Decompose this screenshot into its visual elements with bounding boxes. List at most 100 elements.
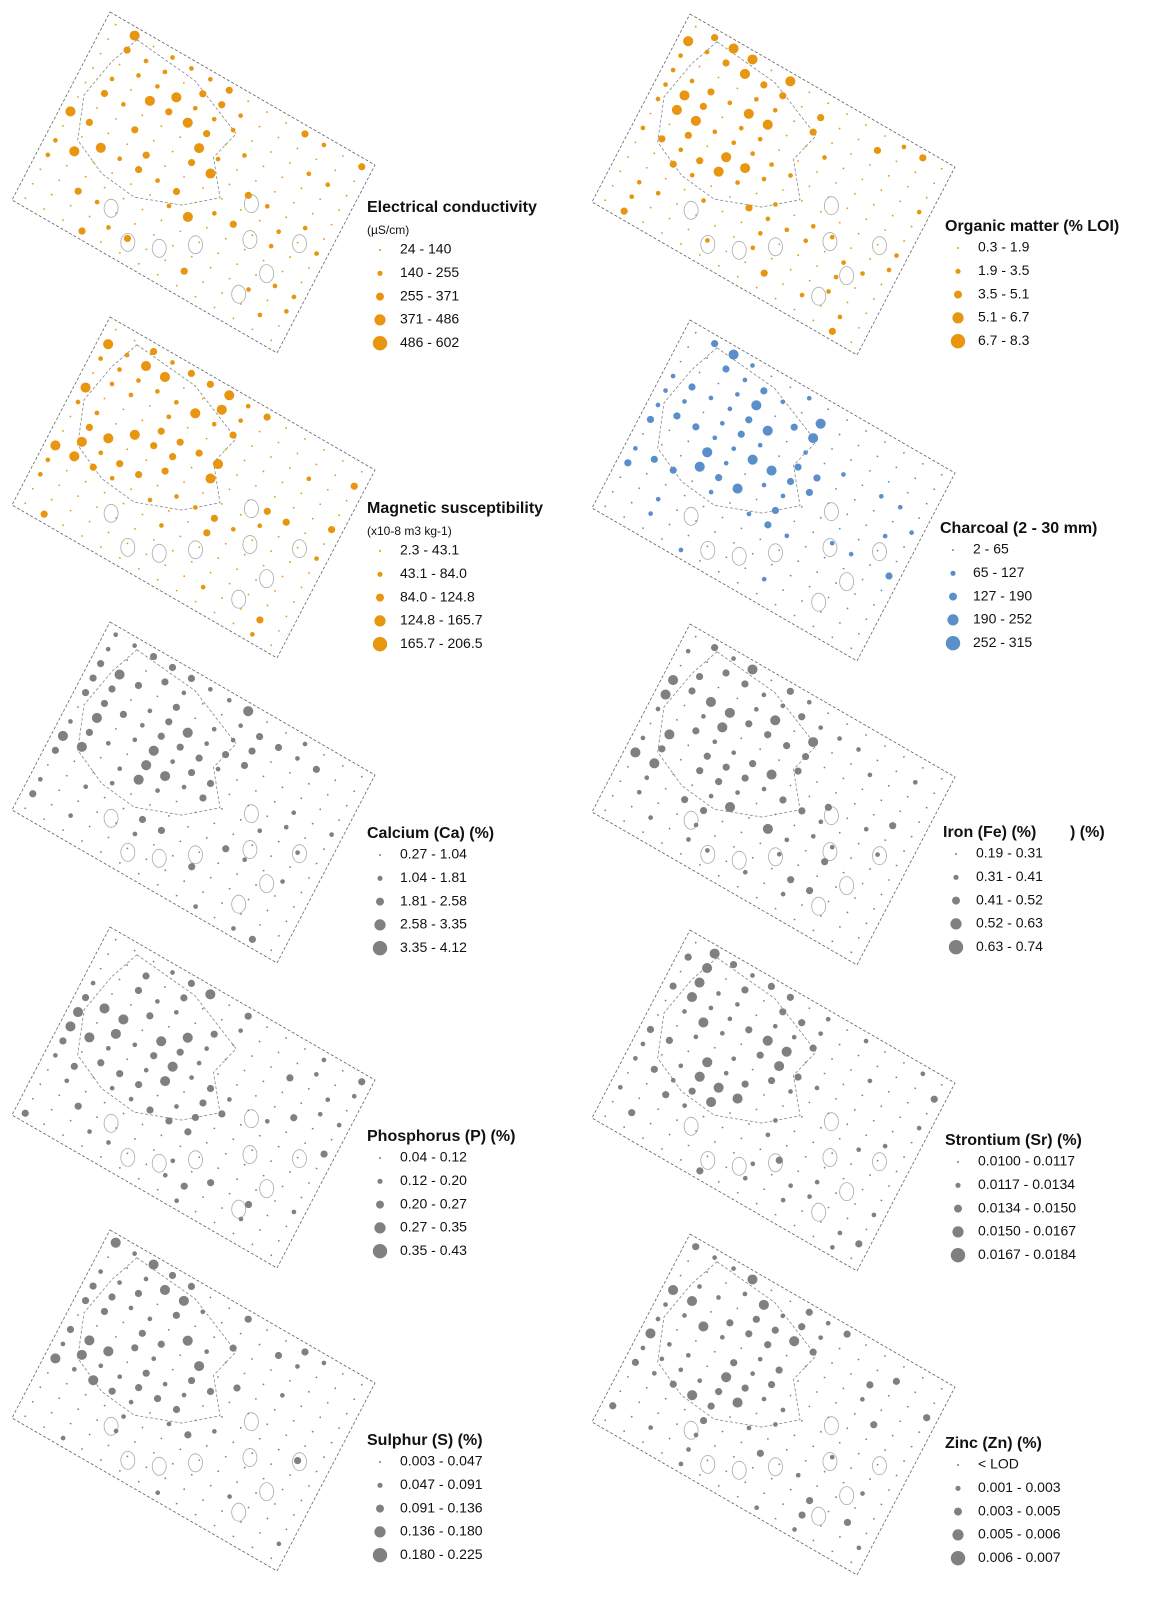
sample-dot (655, 190, 661, 196)
sample-dot (761, 786, 767, 792)
sample-dot (100, 851, 102, 853)
sample-dot (835, 886, 837, 888)
sample-dot (58, 1094, 61, 1097)
sample-dot (276, 229, 282, 235)
sample-dot (46, 1371, 49, 1374)
legend-label: 0.003 - 0.005 (978, 1502, 1061, 1518)
sample-dot (885, 572, 893, 580)
feature-outline (731, 1156, 747, 1176)
feature-outline (243, 804, 259, 824)
feature-outline (824, 1112, 839, 1132)
sample-dot (686, 1447, 691, 1452)
sample-dot (850, 1373, 852, 1375)
sample-dot (118, 1014, 129, 1025)
sample-dot (205, 437, 208, 440)
sample-dot (782, 1503, 785, 1506)
sample-dot (142, 972, 150, 980)
sample-dot (190, 255, 193, 258)
sample-dot (774, 1061, 785, 1072)
sample-dot (850, 153, 852, 155)
sample-dot (873, 298, 875, 300)
sample-dot (698, 371, 701, 374)
sample-dot (696, 157, 704, 165)
sample-dot (224, 542, 227, 545)
sample-dot (812, 1235, 815, 1238)
sample-dot (114, 669, 125, 680)
sample-dot (126, 1058, 129, 1061)
sample-dot (884, 745, 886, 747)
sample-dot (745, 204, 753, 212)
sample-dot (156, 1036, 167, 1047)
sample-dot (865, 1134, 868, 1137)
sample-dot (829, 234, 835, 240)
sample-dot (645, 472, 648, 475)
sample-dot (164, 1477, 167, 1480)
sample-dot (695, 672, 704, 681)
sample-dot (925, 806, 928, 809)
sample-dot (123, 46, 131, 54)
sample-dot (215, 156, 221, 162)
sample-dot (698, 1321, 709, 1332)
legend-label: 0.001 - 0.003 (978, 1479, 1061, 1495)
sample-dot (696, 767, 704, 775)
sample-dot (266, 1423, 269, 1426)
sample-dot (137, 872, 140, 875)
sample-dot (81, 535, 83, 537)
sample-dot (824, 803, 832, 811)
sample-dot (114, 117, 117, 120)
legend-label: 0.63 - 0.74 (976, 938, 1043, 954)
sample-dot (767, 1380, 776, 1389)
sample-dot (319, 198, 322, 201)
sample-dot (895, 560, 898, 563)
sample-dot (757, 1356, 763, 1362)
sample-dot (308, 877, 310, 879)
sample-dot (281, 481, 284, 484)
sample-dot (251, 1546, 254, 1549)
sample-dot (723, 460, 729, 466)
sample-dot (289, 1474, 291, 1476)
sample-dot (274, 743, 283, 752)
sample-dot (855, 1240, 863, 1248)
sample-dot (853, 1108, 856, 1111)
sample-dot (270, 1254, 273, 1257)
sample-dot (818, 725, 823, 730)
sample-dot (793, 824, 796, 827)
legend-label: 0.136 - 0.180 (400, 1523, 483, 1539)
sample-dot (107, 1444, 110, 1447)
sample-dot (712, 1255, 717, 1260)
sample-dot (353, 790, 356, 793)
sample-dot (245, 403, 251, 409)
sample-dot (909, 530, 914, 535)
sample-dot (842, 871, 845, 874)
sample-dot (750, 245, 756, 251)
sample-dot (669, 466, 677, 474)
sample-dot (698, 1473, 701, 1476)
sample-dot (880, 893, 883, 896)
sample-dot (266, 111, 269, 114)
sample-dot (842, 567, 845, 570)
feature-outline (683, 506, 699, 526)
sample-dot (81, 1448, 83, 1450)
sample-dot (933, 1402, 936, 1405)
sample-dot (289, 162, 291, 164)
sample-dot (277, 1239, 280, 1242)
sample-dot (816, 171, 818, 173)
sample-dot (232, 317, 235, 320)
sample-dot (308, 572, 310, 574)
sample-dot (721, 116, 724, 119)
sample-dot (157, 427, 165, 435)
sample-dot (213, 1127, 216, 1130)
sample-dot (751, 552, 754, 555)
legend-label: 0.0134 - 0.0150 (978, 1199, 1076, 1215)
sample-dot (683, 704, 686, 707)
sample-dot (850, 647, 853, 650)
legend-label: 124.8 - 165.7 (400, 612, 483, 628)
sample-dot (171, 1462, 174, 1465)
sample-dot (167, 1025, 170, 1028)
sample-dot (706, 145, 709, 148)
legend-label: 1.81 - 2.58 (400, 892, 467, 908)
sample-dot (755, 1202, 758, 1205)
sample-dot (76, 741, 87, 752)
sample-dot (314, 251, 319, 256)
